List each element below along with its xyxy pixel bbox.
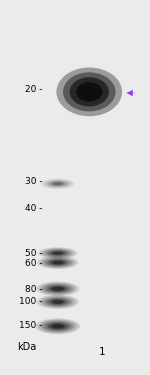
Ellipse shape [39, 283, 76, 295]
Ellipse shape [49, 299, 67, 305]
Text: 40 -: 40 - [25, 204, 43, 213]
Ellipse shape [39, 320, 77, 333]
Text: 60 -: 60 - [25, 259, 43, 268]
Ellipse shape [44, 249, 72, 257]
Ellipse shape [53, 182, 63, 185]
Ellipse shape [37, 256, 78, 269]
Ellipse shape [49, 286, 67, 292]
Ellipse shape [46, 250, 69, 256]
Ellipse shape [43, 179, 72, 188]
Ellipse shape [43, 297, 73, 307]
Ellipse shape [63, 72, 116, 111]
Ellipse shape [36, 282, 79, 296]
Text: 50 -: 50 - [25, 249, 43, 258]
Ellipse shape [48, 181, 68, 187]
Text: 80 -: 80 - [25, 285, 43, 294]
Text: kDa: kDa [17, 342, 36, 352]
Ellipse shape [40, 257, 75, 268]
Ellipse shape [40, 296, 76, 308]
Ellipse shape [52, 286, 64, 291]
Ellipse shape [35, 318, 80, 334]
Ellipse shape [37, 295, 79, 309]
Ellipse shape [70, 77, 109, 106]
Ellipse shape [48, 323, 67, 330]
Ellipse shape [46, 298, 70, 306]
Text: 30 -: 30 - [25, 177, 43, 186]
Ellipse shape [46, 259, 69, 266]
Ellipse shape [52, 261, 64, 264]
Text: 1: 1 [99, 347, 105, 357]
Ellipse shape [41, 178, 75, 189]
Ellipse shape [49, 260, 67, 266]
Ellipse shape [56, 68, 122, 116]
Ellipse shape [42, 321, 74, 332]
Text: 100 -: 100 - [19, 297, 43, 306]
Ellipse shape [45, 285, 70, 293]
Ellipse shape [42, 284, 73, 294]
Ellipse shape [45, 322, 70, 331]
Ellipse shape [38, 247, 77, 259]
Ellipse shape [46, 180, 70, 188]
Ellipse shape [41, 248, 75, 258]
Ellipse shape [76, 82, 102, 102]
Ellipse shape [49, 251, 66, 256]
Text: 150 -: 150 - [19, 321, 43, 330]
Ellipse shape [52, 251, 63, 255]
Ellipse shape [51, 324, 64, 328]
Ellipse shape [50, 182, 65, 186]
Ellipse shape [43, 258, 72, 267]
Ellipse shape [52, 300, 64, 304]
Text: 20 -: 20 - [25, 86, 43, 94]
